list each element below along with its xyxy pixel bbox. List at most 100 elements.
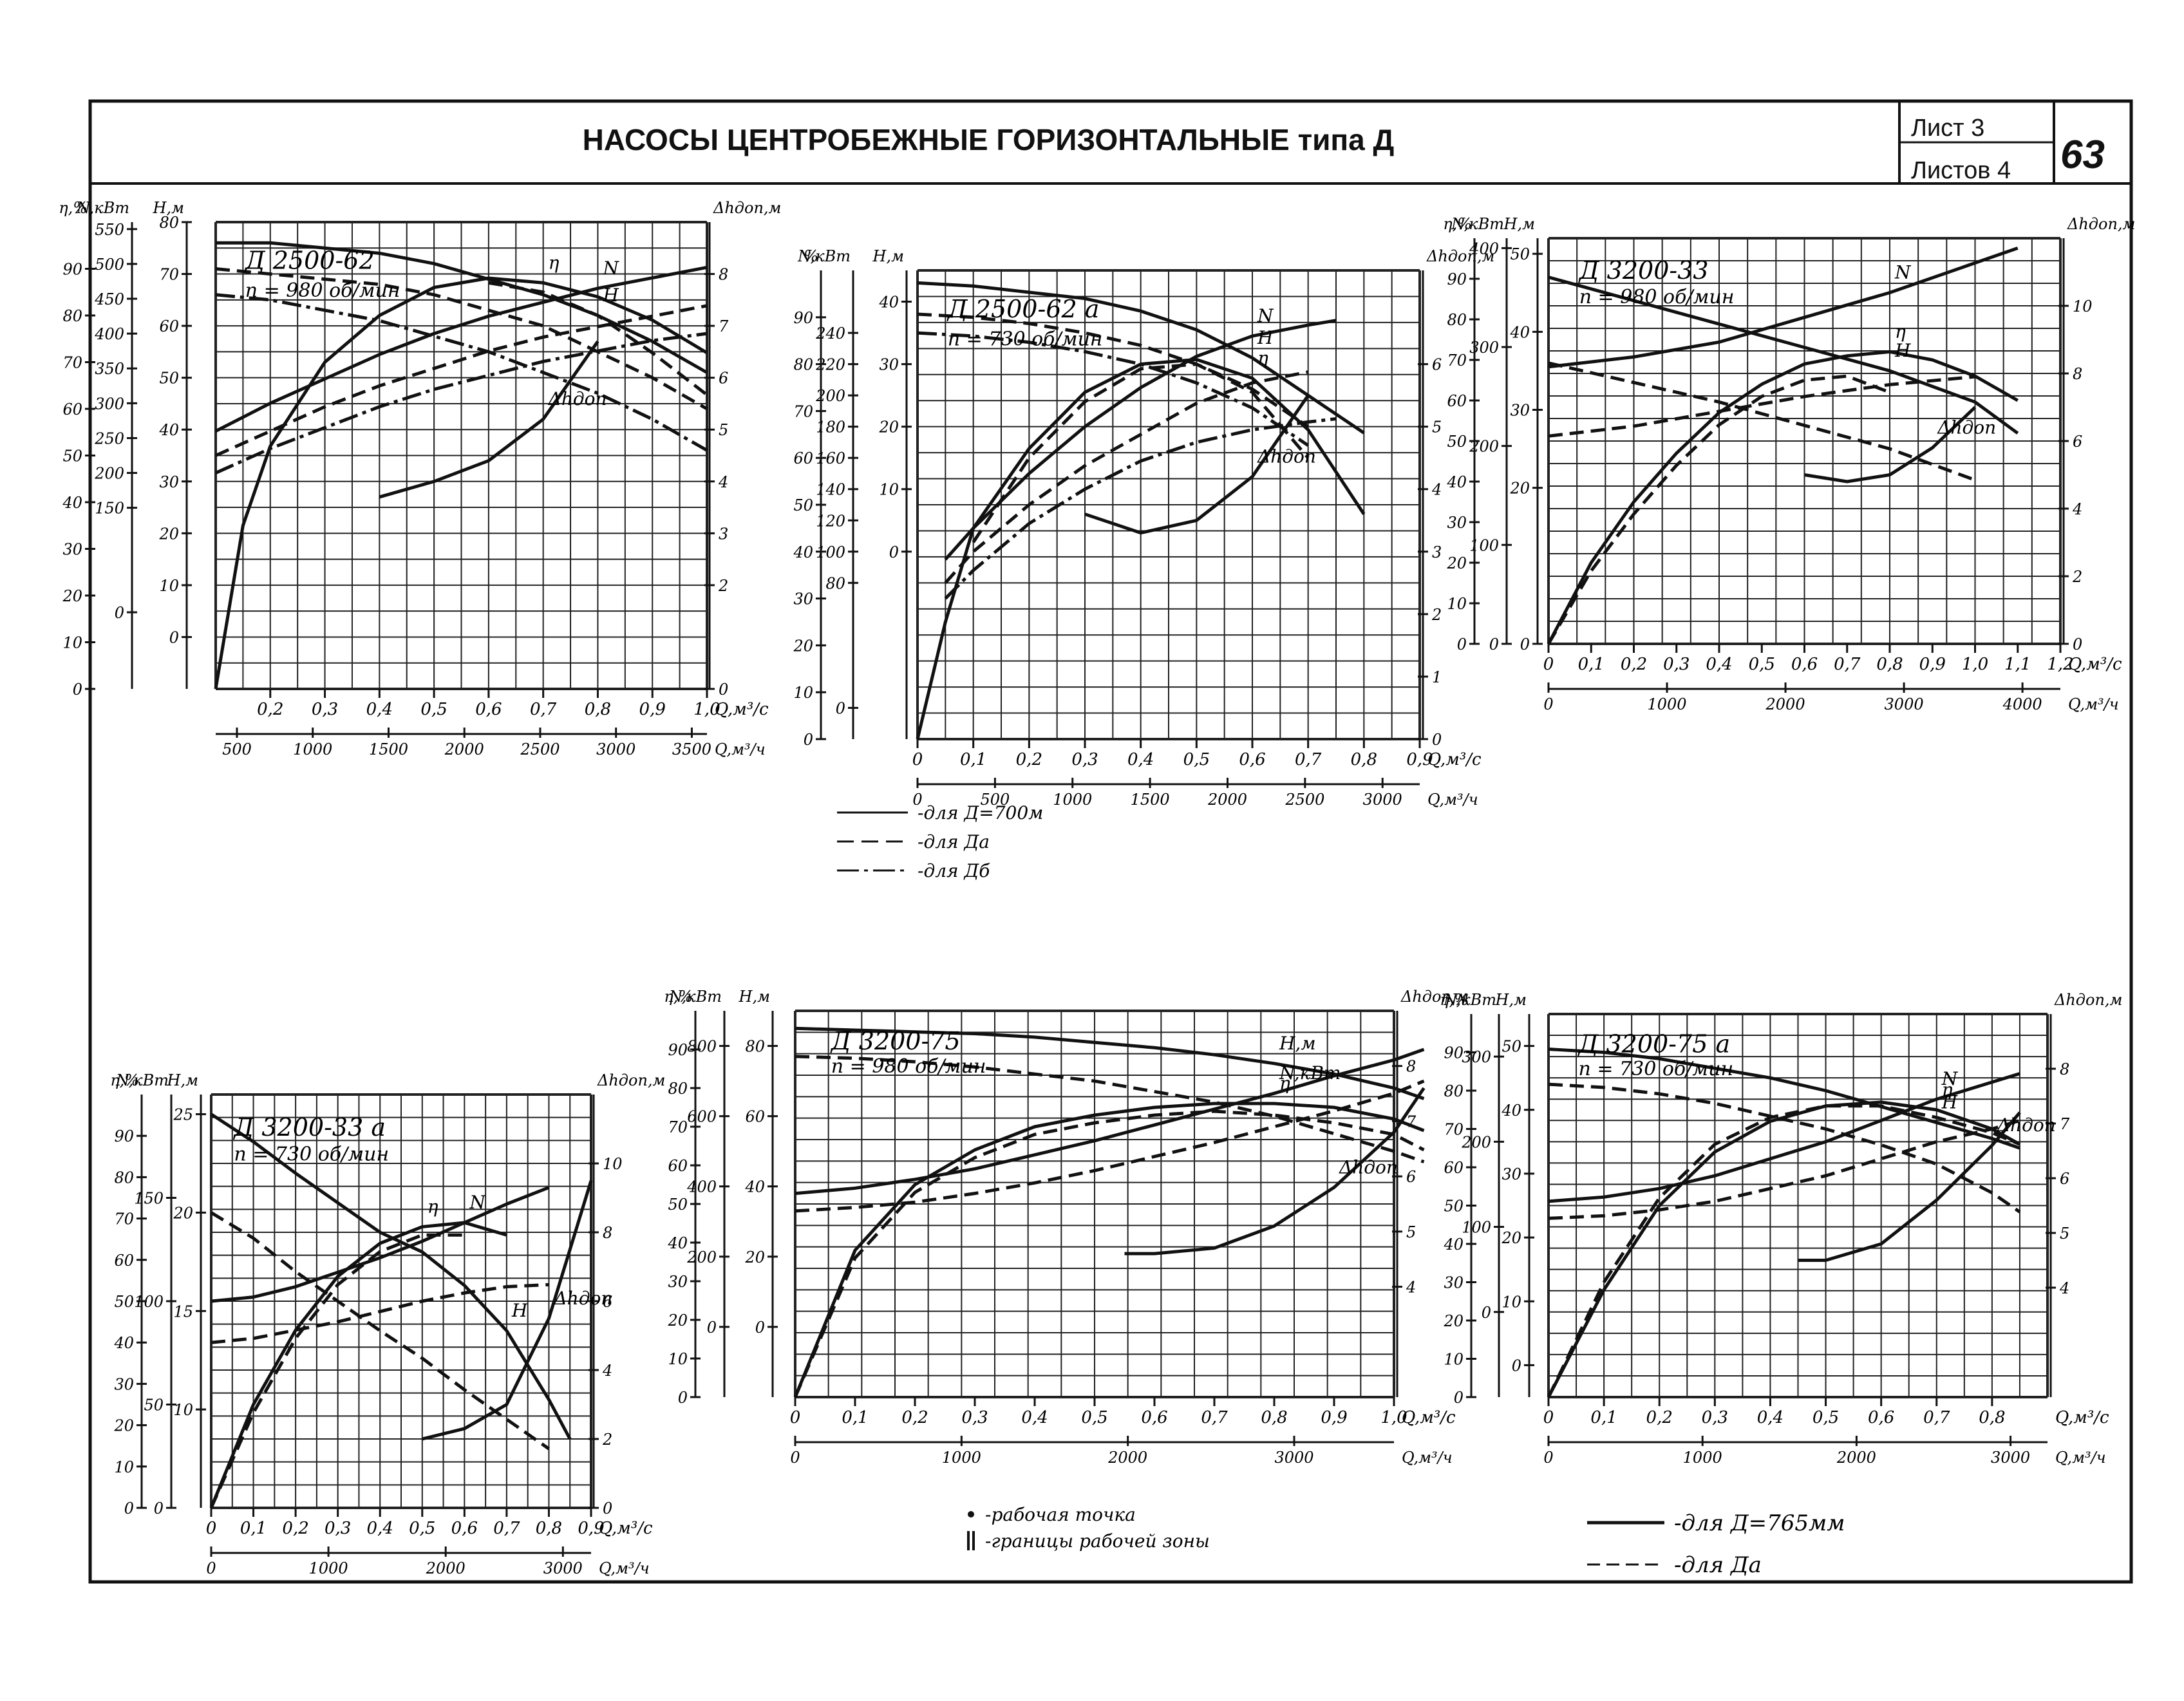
curve-label--: η xyxy=(1895,321,1906,342)
y-tick-label: 10 xyxy=(2073,297,2093,315)
x2-tick-label: 0 xyxy=(1543,695,1553,713)
legend-label-db: -для Дб xyxy=(918,860,990,881)
x-tick-label: 0,1 xyxy=(960,750,986,769)
y-tick-label: 50 xyxy=(1444,1198,1464,1216)
y-axis-label-h-: H,м xyxy=(1503,215,1535,233)
y-axis-label--: η,% xyxy=(1443,215,1472,233)
y-tick-label: 30 xyxy=(114,1375,134,1393)
y-tick-label: 20 xyxy=(1509,480,1530,498)
series--h--solid-line xyxy=(422,1180,593,1441)
x2-tick-label: 1500 xyxy=(369,740,408,758)
x-tick-label: 0,9 xyxy=(578,1519,604,1538)
curve-label--h-: Δhдоп xyxy=(1997,1114,2056,1136)
y-tick-label: 6 xyxy=(2073,433,2082,451)
y-tick-label: 0 xyxy=(124,1499,134,1518)
x2-tick-label: 3500 xyxy=(672,740,711,758)
curve-label--: Н xyxy=(1894,340,1911,361)
sheet-count: Листов 4 xyxy=(1911,157,2011,184)
pump-speed-label: n = 980 об/мин xyxy=(1579,286,1735,308)
series---solid-line xyxy=(216,241,708,374)
curve-label--h-: Δhдоп xyxy=(1339,1156,1398,1178)
y-tick-label: 50 xyxy=(668,1196,688,1214)
y-tick-label: 70 xyxy=(159,266,179,284)
series--h--solid-line xyxy=(1798,1111,2021,1262)
curve-label-n: N xyxy=(469,1192,486,1213)
y-tick-label: 60 xyxy=(114,1252,134,1270)
series---dash-dot-line xyxy=(215,293,708,452)
y-tick-label: 40 xyxy=(1443,1236,1464,1254)
x-tick-label: 0,9 xyxy=(639,700,666,719)
y-axis-label-n-: N,кВт xyxy=(797,247,851,265)
curve-label-n: N xyxy=(1941,1068,1959,1089)
x-tick-label: 0,3 xyxy=(1702,1408,1728,1427)
y-axis-label--h-: Δhдоп,м xyxy=(713,199,781,217)
y-tick-label: 0 xyxy=(678,1389,688,1407)
y-tick-label: 4 xyxy=(1406,1279,1416,1297)
x-tick-label: 0 xyxy=(790,1408,801,1427)
legend-label-zone: -границы рабочей зоны xyxy=(985,1530,1210,1552)
y-tick-label: 0 xyxy=(889,543,899,561)
y-tick-label: 600 xyxy=(687,1108,717,1126)
x2-axis-label: Q,м³/ч xyxy=(1402,1449,1453,1467)
x-axis-label: Q,м³/с xyxy=(1427,750,1482,769)
legend-label-d700: -для Д=700м xyxy=(918,802,1043,823)
x2-axis-label: Q,м³/ч xyxy=(715,740,766,758)
y-tick-label: 240 xyxy=(815,324,845,343)
y-tick-label: 250 xyxy=(94,429,124,447)
x-axis-label: Q,м³/с xyxy=(2068,655,2122,674)
y-tick-label: 20 xyxy=(173,1204,193,1222)
y-tick-label: 0 xyxy=(1512,1357,1521,1375)
curve-label--: η xyxy=(1279,1073,1290,1094)
y-tick-label: 8 xyxy=(719,266,728,284)
series---dash-dot-line xyxy=(917,331,1310,447)
y-tick-label: 25 xyxy=(173,1106,193,1124)
y-tick-label: 50 xyxy=(1510,245,1530,263)
y-tick-label: 20 xyxy=(878,418,899,437)
x-tick-label: 0,6 xyxy=(451,1519,478,1538)
y-tick-label: 80 xyxy=(745,1038,765,1056)
y-tick-label: 10 xyxy=(62,634,82,652)
y-tick-label: 6 xyxy=(719,370,728,388)
y-tick-label: 50 xyxy=(1447,433,1467,451)
c2-chart: 0 0,1 0,2 0,3 0,4 0,5 0,6 0,7 0,8 0,9Q,м³/с0 500 10… xyxy=(793,247,1494,809)
y-tick-label: 90 xyxy=(1444,1044,1464,1062)
y-tick-label: 90 xyxy=(62,261,82,279)
pump-model-label: Д 3200-75 а xyxy=(1577,1030,1731,1058)
y-tick-label: 0 xyxy=(836,699,845,717)
x-tick-label: 0,7 xyxy=(530,700,557,719)
y-tick-label: 0 xyxy=(154,1499,164,1518)
legend-label-point: -рабочая точка xyxy=(985,1504,1136,1525)
y-tick-label: 20 xyxy=(113,1417,134,1435)
x-tick-label: 0 xyxy=(1543,1408,1554,1427)
curve-label-n: N xyxy=(602,258,619,279)
page-title: НАСОСЫ ЦЕНТРОБЕЖНЫЕ ГОРИЗОНТАЛЬНЫЕ типа … xyxy=(582,123,1395,156)
y-tick-label: 8 xyxy=(2073,365,2082,383)
series-n-solid-line xyxy=(1548,247,2019,369)
series---solid-line xyxy=(1548,1048,2020,1150)
y-tick-label: 30 xyxy=(879,356,899,374)
x-tick-label: 0,7 xyxy=(493,1519,520,1538)
y-tick-label: 4 xyxy=(2059,1279,2069,1297)
y-tick-label: 10 xyxy=(1444,1351,1464,1369)
series---solid-line xyxy=(1547,350,2019,645)
y-tick-label: 6 xyxy=(1406,1168,1416,1186)
series---solid-line xyxy=(795,1026,1425,1100)
x-tick-label: 0,7 xyxy=(1201,1408,1228,1427)
y-tick-label: 350 xyxy=(95,360,124,378)
y-axis-label-h-: H,м xyxy=(167,1071,198,1089)
y-tick-label: 30 xyxy=(159,473,179,491)
x-tick-label: 0,8 xyxy=(585,700,611,719)
curve-label--h-: Δhдоп xyxy=(1937,417,1996,438)
y-tick-label: 60 xyxy=(668,1157,688,1175)
x2-axis-label: Q,м³/ч xyxy=(2068,695,2119,713)
series--h--solid-line xyxy=(379,340,599,499)
y-tick-label: 550 xyxy=(95,221,124,239)
y-tick-label: 70 xyxy=(668,1118,688,1136)
x2-tick-label: 1000 xyxy=(1647,695,1686,713)
y-tick-label: 500 xyxy=(95,256,124,274)
x-tick-label: 1,2 xyxy=(2047,655,2073,674)
y-tick-label: 7 xyxy=(2060,1115,2070,1133)
y-tick-label: 40 xyxy=(1501,1102,1521,1120)
y-tick-label: 20 xyxy=(793,637,813,655)
